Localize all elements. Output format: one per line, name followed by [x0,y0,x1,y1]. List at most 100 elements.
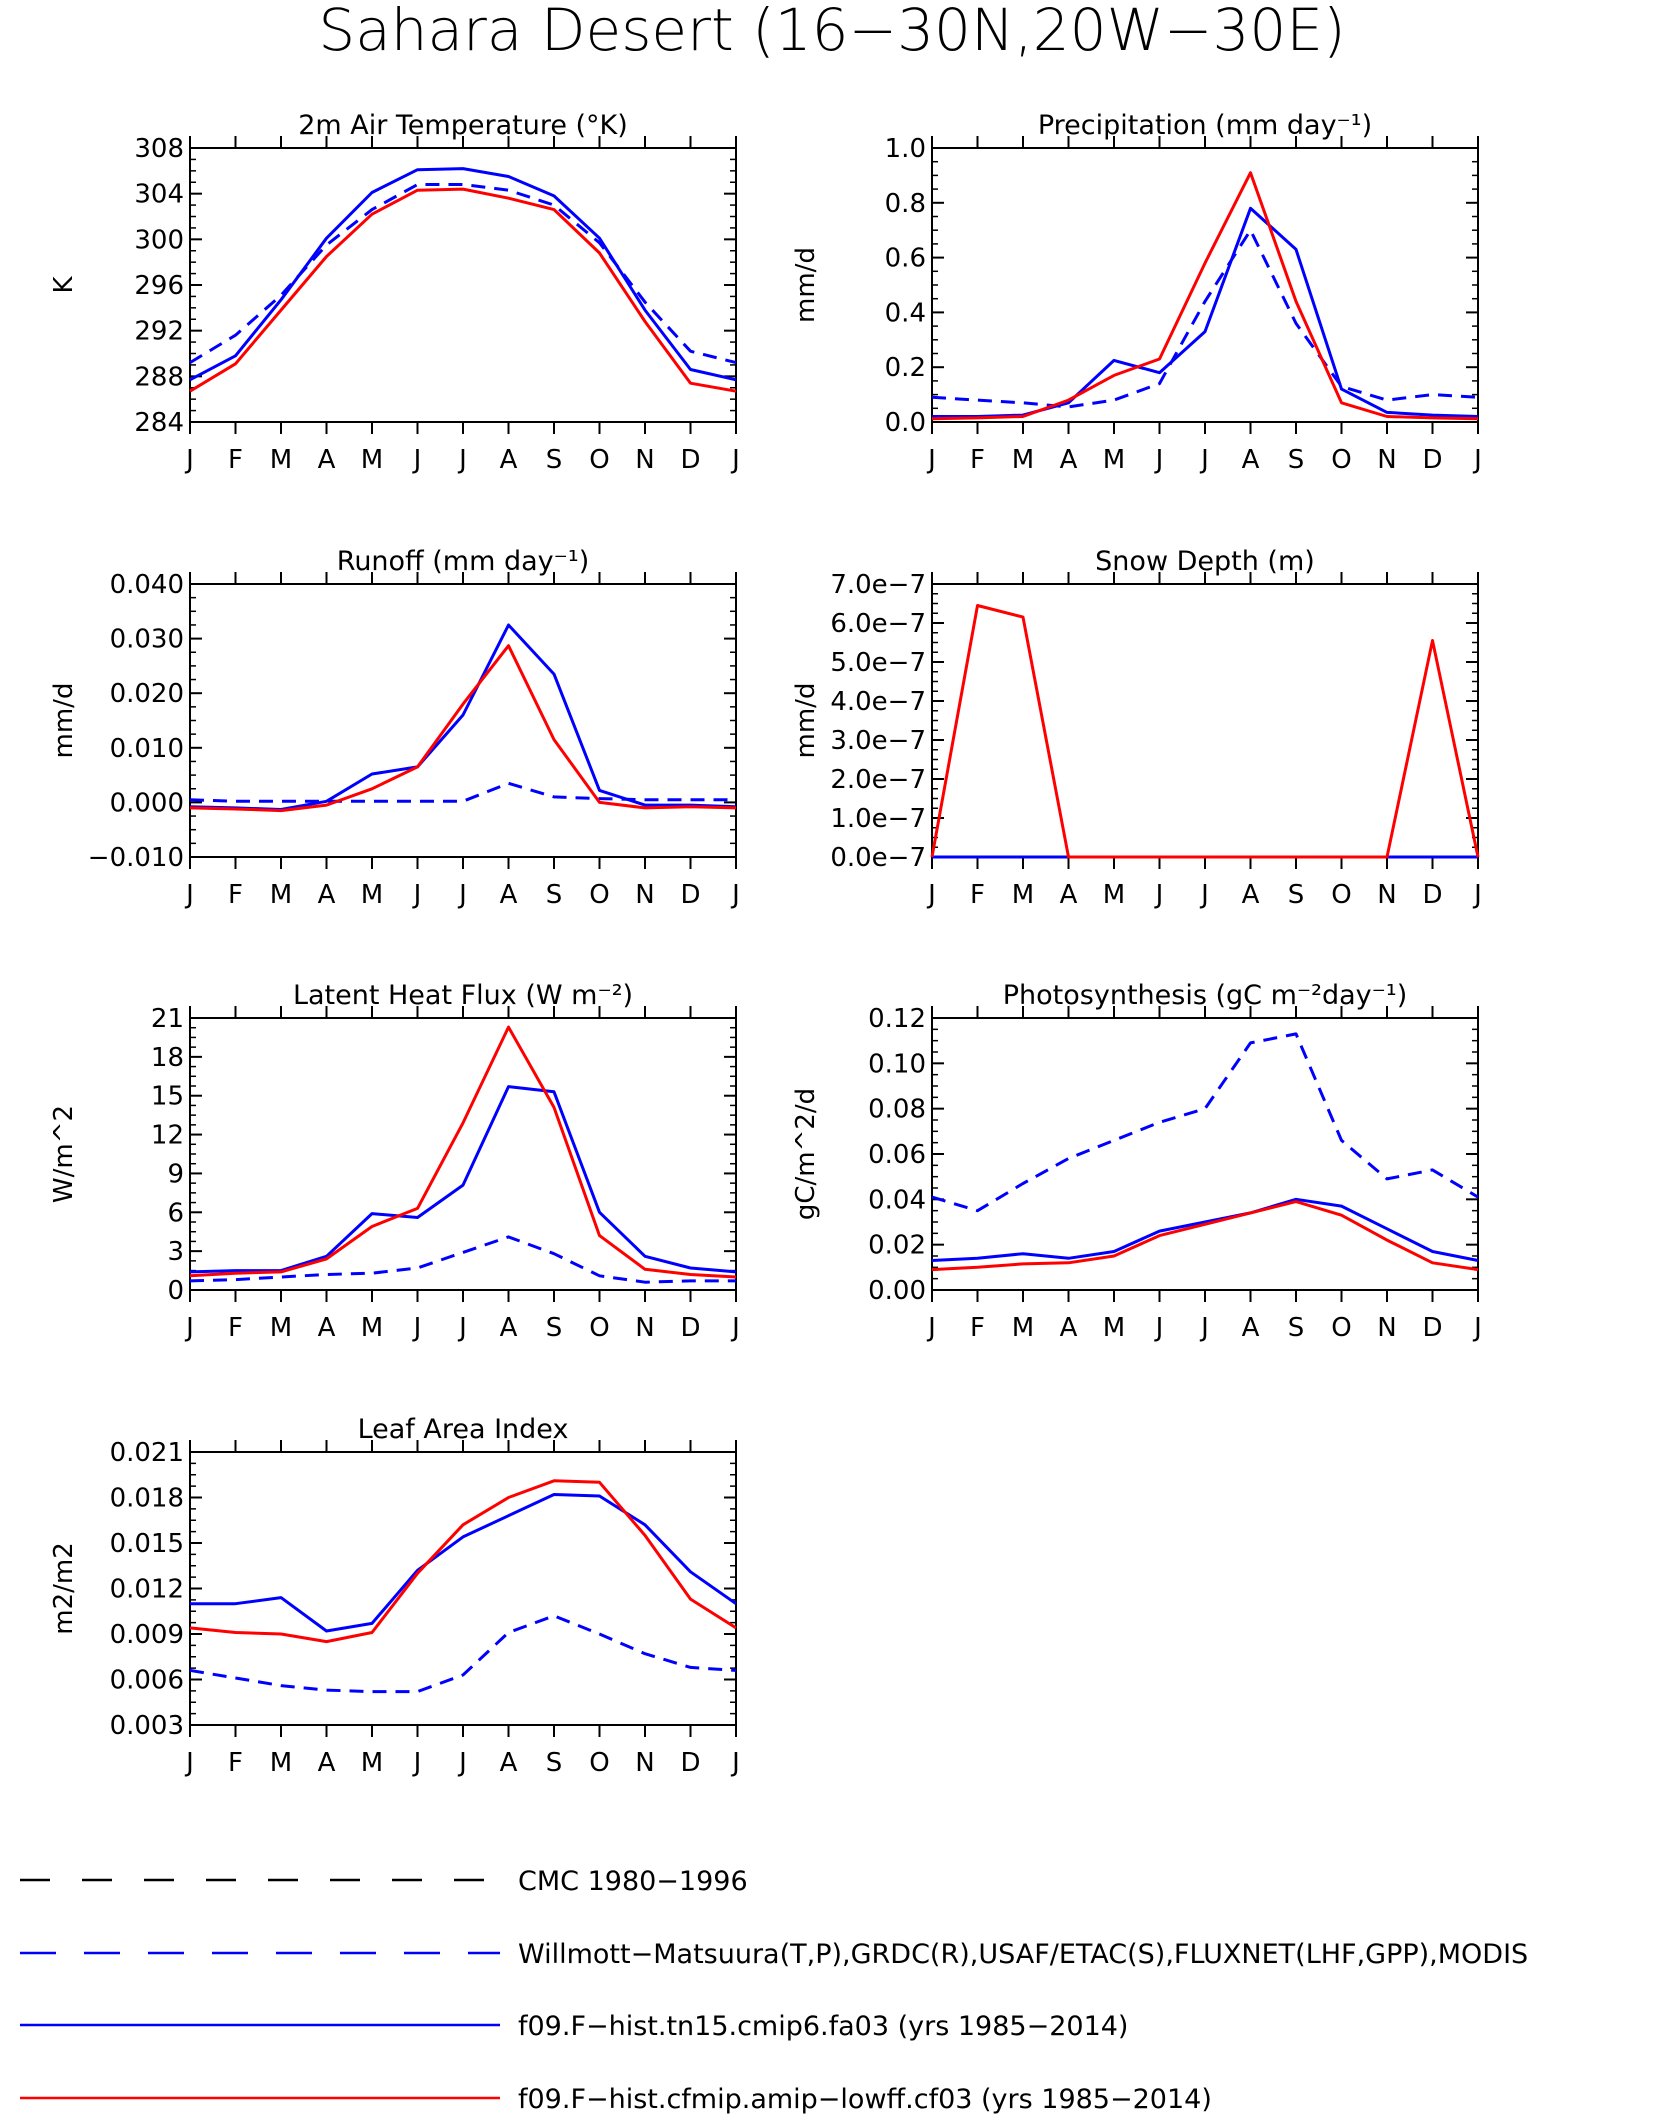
series-line-1 [189,1235,736,1284]
y-tick-label: 0 [167,1276,184,1306]
x-tick-label: D [1422,445,1442,475]
series-line-3 [189,1025,737,1279]
y-tick-label: 308 [134,134,184,164]
x-tick-label: J [412,1748,422,1778]
x-tick-label: S [546,445,563,475]
y-tick-label: 21 [151,1004,184,1034]
y-tick-label: 284 [134,408,184,438]
x-tick-label: D [680,445,700,475]
series-line-2 [189,623,737,811]
series-line-2 [189,167,737,382]
x-tick-label: J [1154,445,1164,475]
x-tick-label: J [1154,880,1164,910]
panel-title: Snow Depth (m) [1095,546,1315,577]
x-tick-label: M [1103,445,1125,475]
y-tick-label: 0.4 [885,298,926,328]
panel-title: Leaf Area Index [358,1414,569,1445]
panel-title: Runoff (mm day⁻¹) [337,546,589,577]
series-line-2 [932,206,1479,418]
plot-frame [189,1017,737,1291]
series-line-1 [189,1614,737,1694]
y-tick-label: −0.010 [88,843,184,873]
x-tick-label: D [680,1313,700,1343]
x-tick-label: M [270,880,292,910]
x-tick-label: O [589,1313,609,1343]
x-tick-label: J [1472,1313,1482,1343]
x-tick-label: M [1012,1313,1034,1343]
y-tick-label: 0.8 [885,189,926,219]
x-tick-label: A [500,1313,518,1343]
x-tick-label: J [926,445,936,475]
y-tick-label: 7.0e−7 [830,570,926,600]
y-tick-label: 0.018 [110,1484,184,1514]
x-tick-label: A [1242,445,1260,475]
x-tick-label: J [184,445,194,475]
y-tick-label: 0.009 [110,1620,184,1650]
x-tick-label: A [318,445,336,475]
x-tick-label: J [730,445,740,475]
x-tick-label: M [361,880,383,910]
x-tick-label: M [1103,880,1125,910]
series-line-1 [189,781,736,803]
series-line-2 [189,1085,737,1274]
x-tick-label: O [1331,1313,1351,1343]
y-tick-label: 304 [134,180,184,210]
y-axis-label: mm/d [791,683,821,759]
x-tick-label: A [318,1313,336,1343]
x-tick-label: J [412,1313,422,1343]
x-tick-label: A [1060,880,1078,910]
x-tick-label: D [680,1748,700,1778]
legend-label-3: f09.F−hist.tn15.cmip6.fa03 (yrs 1985−201… [518,2011,1128,2042]
legend-label-4: f09.F−hist.cfmip.amip−lowff.cf03 (yrs 19… [518,2084,1212,2115]
panel-title: Latent Heat Flux (W m⁻²) [293,980,633,1011]
x-tick-label: M [361,445,383,475]
y-axis-label: mm/d [49,683,79,759]
y-tick-label: 6.0e−7 [830,609,926,639]
legend-label-2: Willmott−Matsuura(T,P),GRDC(R),USAF/ETAC… [518,1939,1528,1970]
panel-7: Leaf Area Index 0.003 0.006 0.009 0.012 0.015… [49,1414,740,1778]
x-tick-label: A [1242,1313,1260,1343]
y-axis-label: K [49,276,79,294]
plot-frame [189,583,737,858]
y-tick-label: 5.0e−7 [830,648,926,678]
y-tick-label: 1.0e−7 [830,804,926,834]
plot-frame [189,1451,737,1726]
y-tick-label: 0.020 [110,679,184,709]
x-tick-label: O [589,1748,609,1778]
plot-frame [931,147,1479,423]
x-tick-label: N [635,1313,654,1343]
x-tick-label: A [318,880,336,910]
x-tick-label: F [228,1748,243,1778]
series-line-3 [189,1479,737,1644]
series-line-1 [931,1032,1479,1213]
x-tick-label: J [1199,1313,1209,1343]
x-tick-label: M [270,445,292,475]
series-line-2 [931,1197,1479,1262]
y-tick-label: 3.0e−7 [830,726,926,756]
panel-4: Snow Depth (m) 0.0e−7 1.0e−7 2.0e−7 3.0e−7 4.… [791,546,1482,910]
x-tick-label: N [635,1748,654,1778]
x-tick-label: O [1331,445,1351,475]
x-tick-label: J [184,880,194,910]
x-tick-label: A [500,1748,518,1778]
x-tick-label: A [1060,445,1078,475]
x-tick-label: F [228,445,243,475]
x-tick-label: J [184,1748,194,1778]
y-tick-label: 0.003 [110,1711,184,1741]
x-tick-label: J [412,445,422,475]
y-tick-label: 0.2 [885,353,926,383]
y-tick-label: 0.0e−7 [830,843,926,873]
y-tick-label: 0.030 [110,625,184,655]
x-tick-label: S [546,880,563,910]
x-tick-label: M [361,1313,383,1343]
y-axis-label: mm/d [791,247,821,323]
legend: CMC 1980−1996 Willmott−Matsuura(T,P),GRDC… [20,1866,1528,2115]
x-tick-label: F [970,445,985,475]
y-tick-label: 0.12 [868,1004,926,1034]
x-tick-label: J [1154,1313,1164,1343]
x-tick-label: J [184,1313,194,1343]
x-tick-label: A [500,445,518,475]
y-tick-label: 3 [167,1237,184,1267]
series-line-3 [931,171,1479,421]
y-tick-label: 0.00 [868,1276,926,1306]
